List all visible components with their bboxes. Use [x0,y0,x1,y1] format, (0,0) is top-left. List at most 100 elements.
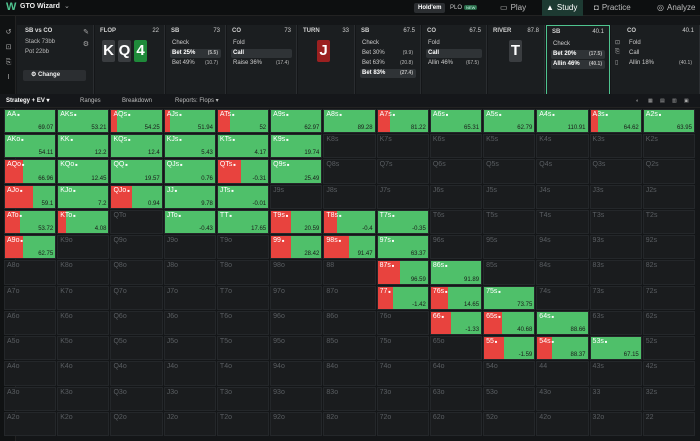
hand-cell[interactable]: 95o [270,336,323,361]
hand-cell[interactable]: 12.45 KQo■ [57,159,110,184]
hand-cell[interactable]: T8o [216,260,270,285]
hand-cell[interactable]: 95s [483,235,536,260]
hand-cell[interactable]: 91.89 86s■ [429,260,483,285]
hand-cell[interactable]: 63.37 97s■ [376,235,429,260]
hand-cell[interactable]: 73o [376,386,429,411]
action-option[interactable]: Bet 63% (20.8) [360,59,416,68]
hand-cell[interactable]: 82s [642,260,695,285]
action-option[interactable]: Allin 46% (67.5) [426,59,482,68]
pencil-icon[interactable]: ✎ [83,29,89,36]
hand-cell[interactable]: J5o [163,336,216,361]
hand-cell[interactable]: -0.35 T7s■ [376,209,429,235]
hand-cell[interactable]: -1.42 77■ [376,285,429,310]
hand-cell[interactable]: 91.47 98s■ [323,235,376,260]
nav-practice[interactable]: ◘ Practice [594,0,631,16]
hand-cell[interactable]: 73s [589,285,642,310]
hand-cell[interactable]: A4o [4,361,57,386]
hand-cell[interactable]: T9o [216,235,270,260]
hand-cell[interactable]: 25.49 Q9s■ [270,159,323,184]
hand-cell[interactable]: K8o [57,260,110,285]
hand-cell[interactable]: 69.07 AA■ [4,109,57,134]
book-icon[interactable]: ▯ [615,60,619,66]
hand-cell[interactable]: T6s [429,209,483,235]
hand-cell[interactable]: 53o [483,386,536,411]
hand-cell[interactable]: 9.78 JJ■ [163,184,216,209]
hand-cell[interactable]: 83s [589,260,642,285]
hand-cell[interactable]: 0.94 QJo■ [110,184,163,209]
hand-cell[interactable]: -0.43 JTo■ [163,209,216,235]
hand-cell[interactable]: T7o [216,285,270,310]
hand-cell[interactable]: 94s [536,235,589,260]
hand-cell[interactable]: 42s [642,361,695,386]
tab-plo[interactable]: PLO NEW [446,3,481,13]
hand-cell[interactable]: 93s [589,235,642,260]
hand-cell[interactable]: J6o [163,310,216,336]
hand-cell[interactable]: 42o [536,411,589,436]
action-option[interactable]: Allin 18% (40.1) [627,59,695,68]
hand-cell[interactable]: K8s [323,134,376,159]
hand-cell[interactable]: 33 [589,386,642,411]
action-option[interactable]: Fold [231,39,292,48]
hand-cell[interactable]: Q6s [429,159,483,184]
hand-cell[interactable]: T4s [536,209,589,235]
hand-cell[interactable]: 43s [589,361,642,386]
hand-cell[interactable]: 62.75 A9o■ [4,235,57,260]
hand-cell[interactable]: 64.62 A3s■ [589,109,642,134]
action-option[interactable]: Call [231,49,292,58]
hand-cell[interactable]: K5o [57,336,110,361]
copy-icon[interactable]: ⎘ [5,59,12,66]
palette-icon[interactable]: ◐ [636,98,640,104]
action-option[interactable]: Bet 20% (17.5) [551,50,605,59]
copy-icon[interactable]: ⎘ [615,49,620,55]
hand-cell[interactable]: J5s [483,184,536,209]
hand-cell[interactable]: Q2o [110,411,163,436]
hand-cell[interactable]: 85o [323,336,376,361]
settings-icon[interactable]: ⚙ [82,41,89,48]
hand-cell[interactable]: 43o [536,386,589,411]
hand-cell[interactable]: T5o [216,336,270,361]
tab-ranges[interactable]: Ranges [80,98,101,104]
hand-cell[interactable]: J9s [270,184,323,209]
hand-cell[interactable]: Q8o [110,260,163,285]
hand-cell[interactable]: J3o [163,386,216,411]
hand-cell[interactable]: 12.4 KQs■ [110,134,163,159]
hand-cell[interactable]: 53.21 AKs■ [57,109,110,134]
hand-cell[interactable]: T2o [216,411,270,436]
hand-cell[interactable]: 62s [642,310,695,336]
hand-cell[interactable]: 88 [323,260,376,285]
hand-cell[interactable]: 89.28 A8s■ [323,109,376,134]
list-view-icon[interactable]: ▤ [660,98,665,104]
hand-cell[interactable]: A3o [4,386,57,411]
hand-cell[interactable]: J4s [536,184,589,209]
tab-reports[interactable]: Reports: Flops ▾ [175,98,219,104]
hand-cell[interactable]: 59.1 AJo■ [4,184,57,209]
hand-cell[interactable]: K3s [589,134,642,159]
hand-cell[interactable]: Q3o [110,386,163,411]
change-button[interactable]: ⚙ Change [23,70,86,81]
hand-cell[interactable]: Q8s [323,159,376,184]
hand-cell[interactable]: 110.91 A4s■ [536,109,589,134]
hand-cell[interactable]: 74o [376,361,429,386]
hand-cell[interactable]: 83o [323,386,376,411]
hand-cell[interactable]: K4o [57,361,110,386]
hand-cell[interactable]: 66.96 AQo■ [4,159,57,184]
hand-cell[interactable]: 82o [323,411,376,436]
lock-icon[interactable]: ⊡ [5,44,12,51]
hand-cell[interactable]: Q9o [110,235,163,260]
reset-icon[interactable]: ↺ [5,29,12,36]
hand-cell[interactable]: 19.57 QQ■ [110,159,163,184]
hand-cell[interactable]: 67.15 53s■ [589,336,642,361]
hand-cell[interactable]: K9o [57,235,110,260]
hand-cell[interactable]: 14.65 76s■ [429,285,483,310]
hand-cell[interactable]: K3o [57,386,110,411]
tab-holdem[interactable]: Hold'em [414,3,446,13]
hand-cell[interactable]: -0.01 JTs■ [216,184,270,209]
action-option[interactable]: Call [627,49,695,58]
hand-cell[interactable]: K2o [57,411,110,436]
hand-cell[interactable]: Q4s [536,159,589,184]
hand-cell[interactable]: J8o [163,260,216,285]
tab-breakdown[interactable]: Breakdown [122,98,153,104]
hand-cell[interactable]: 93o [270,386,323,411]
hand-cell[interactable]: 51.94 AJs■ [163,109,216,134]
hand-cell[interactable]: 73.75 75s■ [483,285,536,310]
